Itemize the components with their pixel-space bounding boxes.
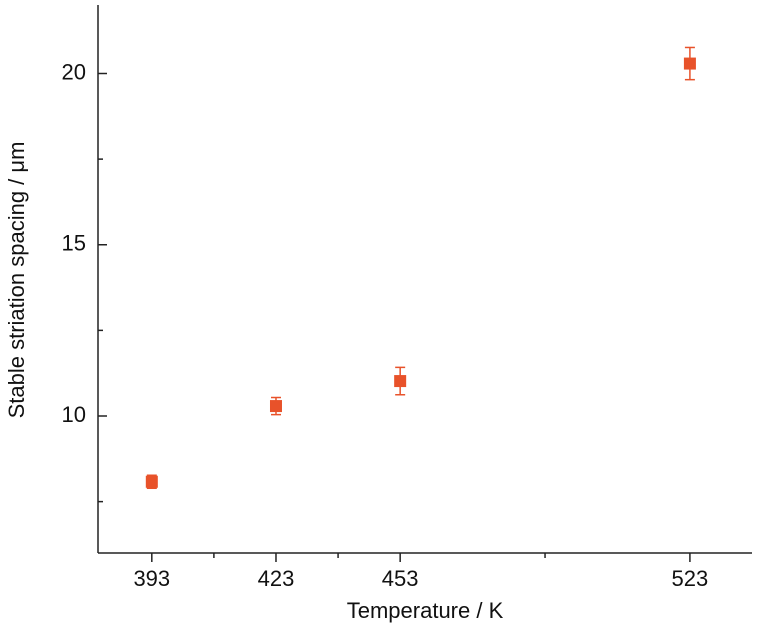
marker [269, 400, 282, 413]
x-tick-label: 453 [382, 566, 419, 591]
marker [394, 375, 407, 388]
x-axis-label: Temperature / K [347, 598, 504, 623]
marker [145, 475, 158, 488]
marker [683, 57, 696, 70]
y-tick-label: 15 [62, 231, 86, 256]
y-tick-label: 20 [62, 59, 86, 84]
x-tick-label: 523 [672, 566, 709, 591]
x-tick-label: 393 [133, 566, 170, 591]
y-axis-label: Stable striation spacing / μm [4, 142, 29, 419]
y-tick-label: 10 [62, 402, 86, 427]
x-tick-label: 423 [258, 566, 295, 591]
